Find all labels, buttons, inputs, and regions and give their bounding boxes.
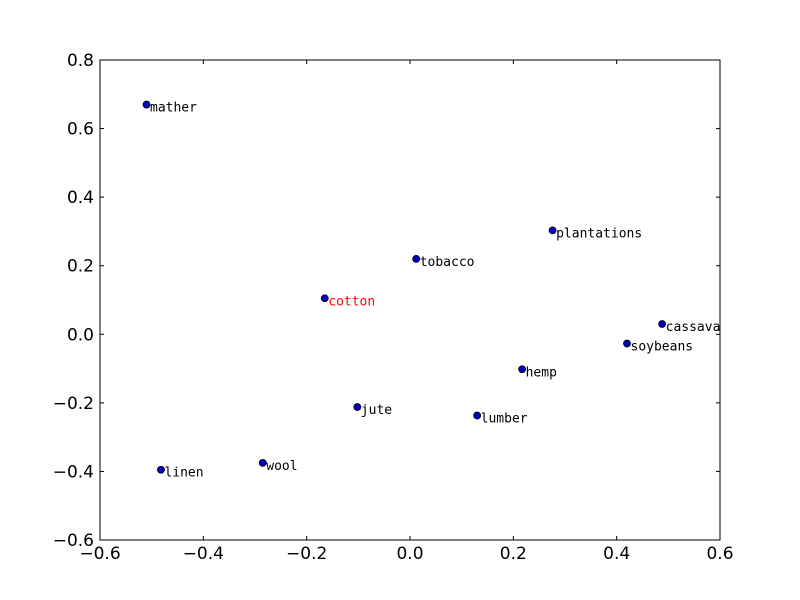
y-tick-label: 0.0	[67, 325, 94, 345]
x-tick-label: −0.4	[183, 544, 224, 564]
x-tick-label: 0.2	[500, 544, 527, 564]
y-tick-label: −0.6	[53, 531, 94, 551]
data-point-mather	[142, 100, 151, 109]
data-point-cassava	[658, 320, 667, 328]
data-point-jute	[353, 403, 362, 411]
plot-frame	[99, 59, 721, 541]
data-point-soybeans	[623, 339, 631, 348]
data-label-jute: jute	[361, 403, 392, 418]
x-tick-label: −0.2	[286, 544, 327, 564]
data-label-mather: mather	[150, 101, 197, 116]
data-point-wool	[258, 458, 267, 467]
data-label-plantations: plantations	[556, 226, 642, 241]
data-points	[142, 100, 667, 474]
y-tick-label: 0.6	[67, 120, 94, 140]
y-tick-label: −0.2	[53, 394, 94, 414]
x-tick-label: 0.0	[396, 544, 423, 564]
data-point-cotton	[320, 294, 329, 303]
data-point-labels: mather plantations tobacco cotton cassava soy…	[150, 101, 720, 481]
data-label-lumber: lumber	[481, 412, 528, 427]
y-tick-label: −0.4	[53, 462, 94, 482]
y-tick-label: 0.4	[67, 188, 94, 208]
data-label-hemp: hemp	[526, 365, 557, 380]
x-tick-label: 0.6	[706, 544, 733, 564]
data-label-wool: wool	[266, 459, 297, 474]
data-label-soybeans: soybeans	[631, 340, 694, 355]
data-label-cassava: cassava	[666, 320, 721, 335]
data-point-plantations	[548, 226, 557, 235]
axis-ticks	[99, 59, 721, 541]
data-point-linen	[157, 465, 165, 474]
data-point-hemp	[518, 365, 527, 374]
data-point-tobacco	[412, 254, 421, 263]
x-tick-label: −0.6	[79, 544, 120, 564]
y-tick-label: 0.8	[67, 51, 94, 71]
data-label-linen: linen	[164, 466, 203, 481]
data-label-tobacco: tobacco	[420, 255, 475, 270]
axis-tick-labels: −0.6 −0.4 −0.2 0.0 0.2 0.4 0.6 −0.6 −0.4 −0.2 0.0 0…	[53, 51, 734, 564]
data-point-lumber	[473, 411, 482, 420]
data-label-cotton: cotton	[328, 294, 375, 309]
x-tick-label: 0.4	[603, 544, 630, 564]
plot-area	[100, 60, 720, 540]
y-tick-label: 0.2	[67, 257, 94, 277]
